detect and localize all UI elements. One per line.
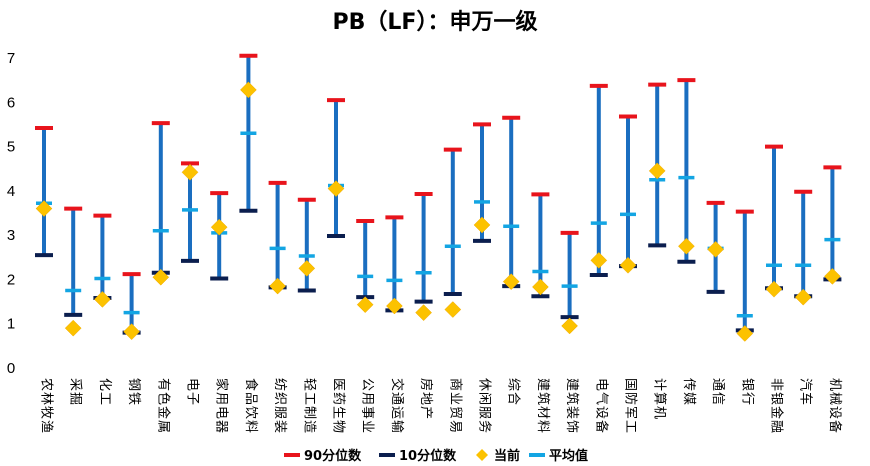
x-tick-label: 汽车	[798, 378, 814, 406]
x-tick-label: 建筑材料	[535, 378, 551, 434]
x-tick-label: 电气设备	[593, 378, 609, 434]
legend-mean-label: 平均值	[549, 448, 588, 464]
x-tick-label: 房地产	[418, 378, 434, 420]
current-point	[824, 267, 841, 285]
legend-p10-label: 10分位数	[399, 448, 457, 464]
current-point	[678, 237, 695, 255]
x-tick-label: 有色金属	[155, 378, 171, 434]
legend-p90-label: 90分位数	[304, 448, 362, 464]
current-point	[269, 277, 286, 295]
current-point	[765, 280, 783, 298]
data-marks	[35, 53, 842, 342]
y-axis: 0 1 2 3 4 5 6 7	[7, 50, 15, 377]
current-point	[619, 256, 637, 274]
current-point	[210, 218, 228, 236]
current-point	[356, 296, 374, 314]
legend-current-label: 当前	[494, 448, 520, 464]
current-point	[64, 319, 82, 337]
y-tick-label: 2	[7, 271, 15, 288]
x-tick-label: 非银金融	[769, 378, 785, 434]
y-tick-label: 4	[7, 183, 15, 200]
current-point	[240, 81, 257, 99]
x-tick-label: 国防军工	[623, 378, 639, 434]
legend: 90分位数 10分位数 当前 平均值	[284, 448, 588, 464]
current-point	[415, 304, 432, 321]
current-point	[532, 278, 549, 296]
x-tick-label: 农林牧渔	[39, 378, 54, 434]
current-point	[35, 200, 53, 217]
x-tick-label: 商业贸易	[447, 378, 462, 434]
x-tick-label: 采掘	[68, 378, 83, 406]
chart-title: PB（LF）：申万一级	[333, 9, 538, 35]
current-point	[152, 268, 170, 286]
current-point	[794, 288, 812, 306]
y-tick-label: 6	[7, 94, 15, 111]
current-point	[561, 317, 578, 335]
y-tick-label: 0	[7, 360, 15, 377]
current-point	[473, 216, 491, 234]
x-tick-label: 轻工制造	[301, 378, 316, 434]
current-point	[123, 323, 140, 341]
legend-current-swatch	[476, 449, 488, 461]
x-tick-label: 食品饮料	[243, 378, 259, 434]
x-tick-label: 家用电器	[214, 378, 230, 434]
current-point	[181, 163, 199, 181]
x-tick-label: 银行	[739, 378, 754, 406]
x-tick-label: 机械设备	[827, 378, 843, 434]
y-tick-label: 5	[7, 139, 15, 156]
current-point	[502, 273, 520, 290]
x-tick-label: 钢铁	[126, 378, 141, 406]
x-axis: 农林牧渔 采掘 化工 钢铁 有色金属 电子 家用电器 食品饮料 纺织服装 轻工制造 医药生物 公用事业…	[39, 378, 843, 434]
y-tick-label: 1	[7, 316, 15, 333]
current-point	[386, 297, 403, 315]
x-tick-label: 通信	[710, 378, 725, 406]
current-point	[736, 325, 754, 342]
current-point	[298, 260, 316, 277]
x-tick-label: 医药生物	[331, 378, 346, 434]
y-tick-label: 3	[7, 227, 15, 244]
x-tick-label: 化工	[97, 378, 112, 406]
x-tick-label: 计算机	[652, 378, 667, 420]
x-tick-label: 公用事业	[360, 378, 375, 434]
current-point	[707, 240, 724, 258]
current-point	[648, 162, 666, 180]
x-tick-label: 纺织服装	[272, 378, 287, 434]
x-tick-label: 建筑装饰	[564, 378, 580, 434]
x-tick-label: 综合	[506, 378, 521, 406]
x-tick-label: 交通运输	[389, 378, 405, 434]
y-tick-label: 7	[7, 50, 15, 67]
x-tick-label: 电子	[185, 378, 200, 406]
x-tick-label: 休闲服务	[477, 378, 493, 434]
x-tick-label: 传媒	[681, 378, 696, 406]
current-point	[327, 180, 345, 197]
current-point	[590, 252, 608, 269]
current-point	[94, 291, 111, 308]
current-point	[444, 301, 462, 318]
